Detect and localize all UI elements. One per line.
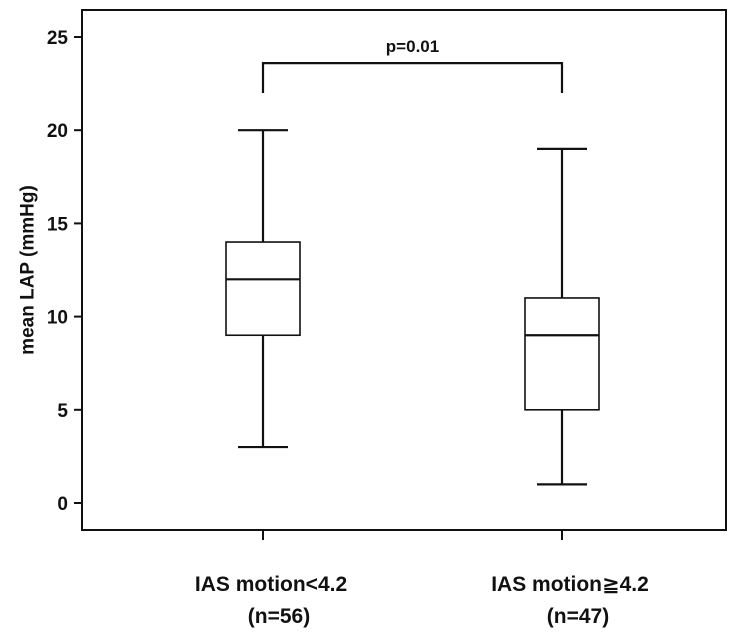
y-tick-label: 15 — [47, 214, 69, 235]
category-label-line1: IAS motion<4.2 — [195, 573, 347, 596]
y-tick-label: 20 — [47, 121, 68, 142]
category-label-line2: (n=47) — [547, 605, 609, 628]
boxes — [225, 129, 600, 486]
plot-frame — [81, 9, 727, 531]
y-tick-label: 25 — [47, 28, 69, 49]
y-tick-label: 5 — [57, 401, 68, 422]
significance-bracket: p=0.01 — [261, 37, 564, 93]
p-value-label: p=0.01 — [386, 37, 439, 56]
iqr-box — [225, 241, 301, 337]
x-ticks — [262, 530, 563, 540]
bracket-line — [261, 61, 564, 93]
category-label-line2: (n=56) — [248, 605, 310, 628]
category-label-line1: IAS motion≧4.2 — [491, 573, 649, 596]
y-tick-label: 0 — [57, 494, 68, 515]
axes — [81, 9, 727, 531]
box-group — [524, 147, 600, 486]
y-ticks: 0 5 10 15 20 25 — [47, 28, 82, 515]
box-group — [225, 129, 301, 449]
category-labels: IAS motion<4.2 (n=56) IAS motion≧4.2 (n=47) — [195, 573, 649, 628]
y-axis-title: mean LAP (mmHg) — [18, 185, 39, 355]
iqr-box — [524, 297, 600, 411]
y-tick-label: 10 — [47, 308, 68, 329]
